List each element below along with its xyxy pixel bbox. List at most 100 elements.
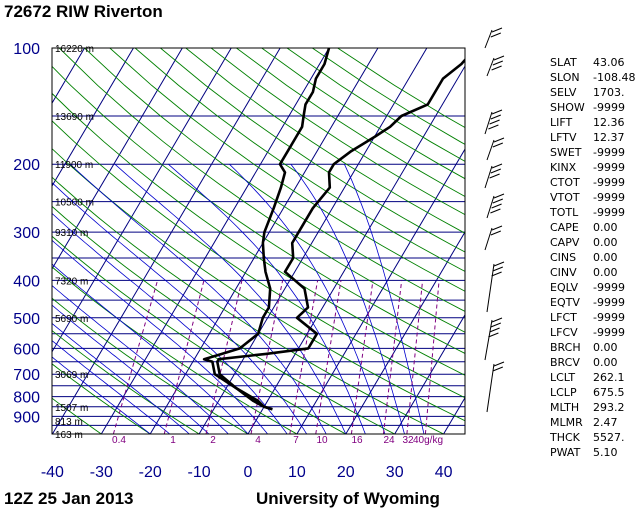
parameter-value: 0.00 bbox=[593, 356, 618, 369]
mixing-ratio-label: 4 bbox=[255, 435, 261, 446]
parameter-row: SELV 1703. bbox=[550, 85, 640, 100]
mixing-ratio-label: 32 bbox=[402, 435, 414, 446]
parameter-value: 12.37 bbox=[593, 131, 625, 144]
parameter-key: TOTL bbox=[550, 206, 579, 219]
parameter-value: -9999 bbox=[593, 176, 625, 189]
dry-adiabat-line bbox=[52, 235, 347, 434]
dry-adiabat-line bbox=[52, 120, 465, 399]
source-credit: University of Wyoming bbox=[256, 489, 440, 508]
height-label: 7320 m bbox=[55, 276, 88, 287]
height-label: 163 m bbox=[55, 430, 83, 441]
parameter-value: 2.47 bbox=[593, 416, 618, 429]
parameter-row: MLTH 293.2 bbox=[550, 400, 640, 415]
parameter-key: MLTH bbox=[550, 401, 580, 414]
wind-barb-icon bbox=[484, 225, 503, 251]
mixing-ratio-line bbox=[205, 280, 243, 434]
parameter-key: SHOW bbox=[550, 101, 585, 114]
parameter-key: CINV bbox=[550, 266, 577, 279]
parameter-value: -9999 bbox=[593, 206, 625, 219]
dry-adiabat-line bbox=[52, 297, 249, 434]
page-title: 72672 RIW Riverton bbox=[4, 2, 163, 21]
parameter-key: VTOT bbox=[550, 191, 580, 204]
mixing-ratio-label: 16 bbox=[351, 435, 363, 446]
dry-adiabat-line bbox=[58, 48, 465, 333]
parameter-row: CINV 0.00 bbox=[550, 265, 640, 280]
height-label: 16220 m bbox=[55, 44, 94, 55]
wind-barb-icon bbox=[486, 361, 505, 413]
parameter-key: LIFT bbox=[550, 116, 573, 129]
temperature-tick-label: 0 bbox=[244, 464, 253, 481]
temperature-tick-label: 20 bbox=[337, 464, 355, 481]
dry-adiabat-line bbox=[52, 65, 465, 354]
moist-adiabat-line bbox=[290, 163, 405, 434]
dry-adiabat-line bbox=[52, 266, 298, 434]
observation-time: 12Z 25 Jan 2013 bbox=[4, 489, 134, 508]
mixing-ratio-label: 2 bbox=[210, 435, 216, 446]
pressure-tick-label: 200 bbox=[13, 157, 40, 174]
parameter-row: CTOT -9999 bbox=[550, 175, 640, 190]
height-label: 10500 m bbox=[55, 198, 94, 209]
dry-adiabat-line bbox=[210, 48, 465, 216]
parameter-key: EQTV bbox=[550, 296, 580, 309]
parameter-key: LCLT bbox=[550, 371, 576, 384]
parameter-value: 5.10 bbox=[593, 446, 618, 459]
parameter-key: PWAT bbox=[550, 446, 581, 459]
height-label: 5690 m bbox=[55, 314, 88, 325]
parameter-value: 262.1 bbox=[593, 371, 625, 384]
isotherm-line bbox=[247, 65, 465, 434]
parameter-key: CTOT bbox=[550, 176, 580, 189]
parameter-row: SLAT 43.06 bbox=[550, 55, 640, 70]
parameter-key: EQLV bbox=[550, 281, 579, 294]
parameter-key: SELV bbox=[550, 86, 577, 99]
dry-adiabat-line bbox=[52, 205, 395, 434]
parameter-value: -9999 bbox=[593, 326, 625, 339]
parameter-row: LFCV -9999 bbox=[550, 325, 640, 340]
parameter-value: -9999 bbox=[593, 146, 625, 159]
parameter-value: 12.36 bbox=[593, 116, 625, 129]
sounding-parameters: SLAT 43.06 SLON -108.48 SELV 1703. SHOW -9999 LI… bbox=[550, 55, 640, 460]
parameter-row: CAPE 0.00 bbox=[550, 220, 640, 235]
pressure-tick-label: 900 bbox=[13, 409, 40, 426]
parameter-value: 43.06 bbox=[593, 56, 625, 69]
mixing-ratio-label: 0.4 bbox=[112, 435, 126, 446]
temperature-tick-label: -40 bbox=[41, 464, 64, 481]
parameter-key: SLAT bbox=[550, 56, 577, 69]
moist-adiabat-line bbox=[52, 322, 190, 434]
parameter-value: 0.00 bbox=[593, 266, 618, 279]
parameter-row: PWAT 5.10 bbox=[550, 445, 640, 460]
parameter-value: -9999 bbox=[593, 191, 625, 204]
dry-adiabat-line bbox=[52, 397, 102, 434]
parameter-key: BRCH bbox=[550, 341, 581, 354]
isotherm-line bbox=[52, 48, 281, 434]
parameter-value: 0.00 bbox=[593, 251, 618, 264]
parameter-row: BRCV 0.00 bbox=[550, 355, 640, 370]
parameter-row: SLON -108.48 bbox=[550, 70, 640, 85]
parameter-key: LFCV bbox=[550, 326, 578, 339]
mixing-ratio-label: 24 bbox=[383, 435, 395, 446]
moist-adiabat-line bbox=[52, 340, 171, 434]
isotherm-line bbox=[296, 148, 465, 434]
mixing-ratio-line bbox=[424, 280, 440, 434]
moist-adiabat-line bbox=[229, 163, 386, 434]
pressure-tick-label: 500 bbox=[13, 311, 40, 328]
parameter-value: 5527. bbox=[593, 431, 625, 444]
temperature-tick-label: -30 bbox=[90, 464, 113, 481]
temperature-tick-label: 40 bbox=[435, 464, 453, 481]
parameter-value: -9999 bbox=[593, 281, 625, 294]
moist-adiabat-line bbox=[344, 164, 425, 434]
height-label: 11900 m bbox=[55, 160, 93, 171]
moist-adiabat-line bbox=[52, 304, 210, 434]
parameter-key: MLMR bbox=[550, 416, 583, 429]
mixing-ratio-line bbox=[289, 280, 319, 434]
parameter-row: LFTV 12.37 bbox=[550, 130, 640, 145]
isotherm-line bbox=[394, 313, 465, 434]
wind-barb-icon bbox=[486, 261, 505, 313]
height-label: 1507 m bbox=[55, 403, 88, 414]
mixing-ratio-label: 1 bbox=[170, 435, 176, 446]
parameter-row: EQTV -9999 bbox=[550, 295, 640, 310]
parameter-row: SWET -9999 bbox=[550, 145, 640, 160]
dry-adiabat-line bbox=[52, 363, 151, 434]
parameter-value: -9999 bbox=[593, 311, 625, 324]
mixing-ratio-line bbox=[315, 280, 342, 434]
